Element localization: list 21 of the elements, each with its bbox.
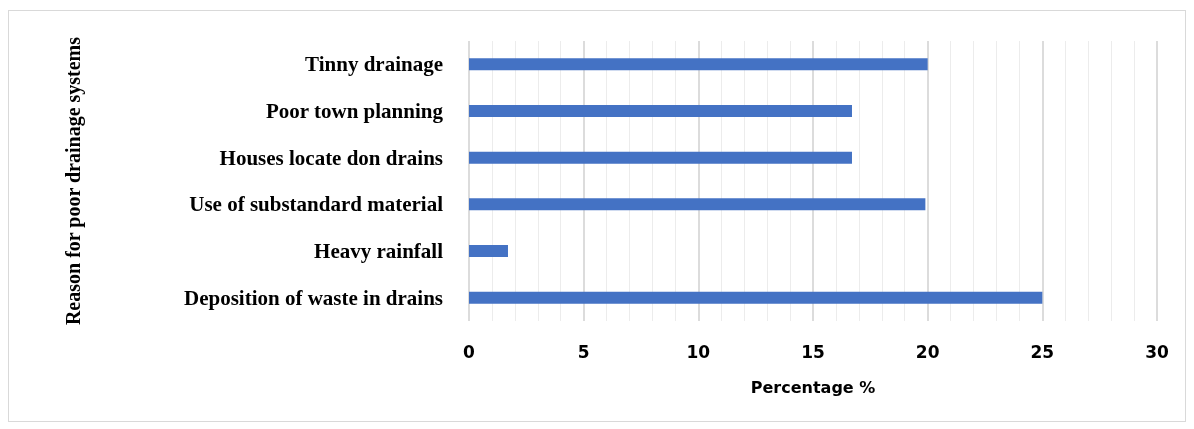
y-tick-label: Houses locate don drains	[219, 145, 443, 170]
bar	[469, 58, 928, 71]
y-tick-label: Poor town planning	[266, 99, 444, 123]
x-tick-label: 30	[1145, 341, 1169, 362]
x-tick-label: 20	[915, 341, 940, 362]
x-tick-label: 15	[801, 341, 825, 362]
bar	[469, 198, 926, 211]
y-tick-label: Use of substandard material	[189, 192, 444, 217]
y-tick-label: Heavy rainfall	[314, 239, 444, 263]
x-tick-label: 25	[1030, 341, 1055, 362]
bar	[469, 151, 852, 164]
bar	[469, 105, 852, 117]
y-tick-label: Tinny drainage	[305, 52, 443, 77]
x-tick-label: 10	[686, 341, 711, 362]
bar	[469, 245, 508, 257]
x-tick-label: 0	[463, 341, 476, 362]
bar	[469, 291, 1043, 304]
y-tick-label: Deposition of waste in drains	[183, 285, 443, 310]
x-axis-title: Percentage %	[750, 377, 876, 397]
x-tick-label: 5	[577, 341, 590, 362]
y-axis-title: Reason for poor drainage systems	[62, 36, 85, 326]
